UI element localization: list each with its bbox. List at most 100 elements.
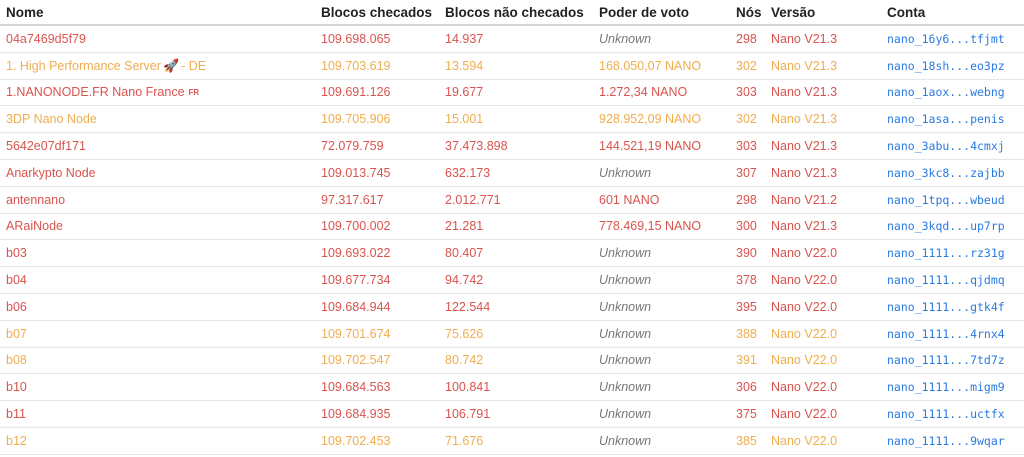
voting-power-cell: Unknown — [593, 266, 730, 294]
peers-cell: 306 — [730, 373, 765, 402]
blocks-unchecked-cell: 15.001 — [439, 105, 593, 134]
voting-power-cell: Unknown — [593, 347, 730, 375]
account-cell: nano_1aox...webng — [881, 79, 1024, 107]
node-name-cell: 04a7469d5f79 — [0, 25, 315, 53]
node-name: 3DP Nano Node — [6, 112, 97, 127]
version-cell: Nano V21.3 — [765, 159, 881, 187]
account-cell: nano_3kc8...zajbb — [881, 159, 1024, 187]
account-link[interactable]: nano_3abu...4cmxj — [887, 139, 1005, 154]
table-row: b07 109.701.674 75.626 Unknown 388 Nano V22.0… — [0, 320, 1024, 348]
column-header-version[interactable]: Versão — [765, 0, 881, 26]
peers-cell: 388 — [730, 320, 765, 348]
node-name-cell: Anarkypto Node — [0, 159, 315, 187]
node-name: b06 — [6, 299, 27, 314]
country-flag-icon: FR — [188, 88, 200, 98]
table-row: b10 109.684.563 100.841 Unknown 306 Nano V22.… — [0, 373, 1024, 402]
peers-cell: 378 — [730, 266, 765, 294]
table-row: 5642e07df171 72.079.759 37.473.898 144.521,… — [0, 132, 1024, 160]
node-name-cell: b03 — [0, 239, 315, 268]
blocks-unchecked-cell: 632.173 — [439, 159, 593, 187]
column-header-account[interactable]: Conta — [881, 0, 1024, 26]
account-link[interactable]: nano_3kqd...up7rp — [887, 219, 1005, 234]
node-name-cell: 3DP Nano Node — [0, 105, 315, 134]
node-name-cell: 5642e07df171 — [0, 132, 315, 160]
account-link[interactable]: nano_1aox...webng — [887, 85, 1005, 100]
account-link[interactable]: nano_3kc8...zajbb — [887, 165, 1005, 180]
node-name: b03 — [6, 246, 27, 261]
account-cell: nano_1111...4rnx4 — [881, 320, 1024, 348]
account-link[interactable]: nano_1111...uctfx — [887, 407, 1005, 422]
node-name-cell: b04 — [0, 266, 315, 294]
node-name-suffix: - DE — [181, 58, 207, 73]
node-name-cell: b06 — [0, 293, 315, 321]
blocks-unchecked-cell: 122.544 — [439, 293, 593, 321]
column-header-unchecked[interactable]: Blocos não checados — [439, 0, 593, 26]
peers-cell: 303 — [730, 132, 765, 160]
version-cell: Nano V22.0 — [765, 320, 881, 348]
table-row: b04 109.677.734 94.742 Unknown 378 Nano V22.0… — [0, 266, 1024, 294]
account-link[interactable]: nano_1tpq...wbeud — [887, 192, 1005, 207]
table-body: 04a7469d5f79 109.698.065 14.937 Unknown 298 N… — [0, 25, 1024, 455]
version-cell: Nano V22.0 — [765, 293, 881, 321]
column-header-checked[interactable]: Blocos checados — [315, 0, 439, 26]
node-name-cell: antennano — [0, 186, 315, 214]
blocks-checked-cell: 109.702.547 — [315, 347, 439, 375]
account-link[interactable]: nano_16y6...tfjmt — [887, 31, 1005, 46]
node-name-cell: 1. High Performance Server 🚀 - DE — [0, 52, 315, 80]
account-cell: nano_18sh...eo3pz — [881, 52, 1024, 80]
version-cell: Nano V21.3 — [765, 132, 881, 160]
peers-cell: 300 — [730, 213, 765, 241]
account-cell: nano_16y6...tfjmt — [881, 25, 1024, 53]
account-link[interactable]: nano_1111...7td7z — [887, 353, 1005, 368]
voting-power-cell: 144.521,19 NANO — [593, 132, 730, 160]
account-cell: nano_3kqd...up7rp — [881, 213, 1024, 241]
node-name-cell: b12 — [0, 427, 315, 455]
blocks-checked-cell: 97.317.617 — [315, 186, 439, 214]
column-header-peers[interactable]: Nós — [730, 0, 765, 26]
node-name-cell: b10 — [0, 373, 315, 402]
table-row: 1. High Performance Server 🚀 - DE 109.703.6… — [0, 52, 1024, 80]
account-link[interactable]: nano_1111...qjdmq — [887, 273, 1005, 288]
account-link[interactable]: nano_1111...rz31g — [887, 246, 1005, 261]
voting-power-cell: Unknown — [593, 293, 730, 321]
table-row: 04a7469d5f79 109.698.065 14.937 Unknown 298 N… — [0, 25, 1024, 53]
version-cell: Nano V22.0 — [765, 400, 881, 428]
table-header-row: Nome Blocos checados Blocos não checados… — [0, 0, 1024, 26]
blocks-unchecked-cell: 106.791 — [439, 400, 593, 428]
blocks-checked-cell: 109.703.619 — [315, 52, 439, 80]
account-cell: nano_1111...migm9 — [881, 373, 1024, 402]
column-header-power[interactable]: Poder de voto — [593, 0, 730, 26]
version-cell: Nano V21.3 — [765, 25, 881, 53]
voting-power-cell: 168.050,07 NANO — [593, 52, 730, 80]
version-cell: Nano V21.2 — [765, 186, 881, 214]
peers-cell: 302 — [730, 52, 765, 80]
node-name: 1.NANONODE.FR Nano France — [6, 85, 185, 100]
version-cell: Nano V22.0 — [765, 266, 881, 294]
peers-cell: 390 — [730, 239, 765, 268]
voting-power-cell: 601 NANO — [593, 186, 730, 214]
node-name: ARaiNode — [6, 219, 63, 234]
node-name: Anarkypto Node — [6, 165, 96, 180]
account-link[interactable]: nano_1asa...penis — [887, 112, 1005, 127]
account-cell: nano_1111...uctfx — [881, 400, 1024, 428]
table-row: Anarkypto Node 109.013.745 632.173 Unknown 3… — [0, 159, 1024, 187]
blocks-checked-cell: 109.691.126 — [315, 79, 439, 107]
blocks-unchecked-cell: 14.937 — [439, 25, 593, 53]
table-row: b03 109.693.022 80.407 Unknown 390 Nano V22.0… — [0, 239, 1024, 268]
blocks-checked-cell: 109.693.022 — [315, 239, 439, 268]
voting-power-cell: 1.272,34 NANO — [593, 79, 730, 107]
rocket-icon: 🚀 — [162, 57, 180, 73]
account-link[interactable]: nano_1111...gtk4f — [887, 299, 1005, 314]
column-header-name[interactable]: Nome — [0, 0, 315, 26]
peers-cell: 391 — [730, 347, 765, 375]
account-link[interactable]: nano_1111...migm9 — [887, 380, 1005, 395]
account-link[interactable]: nano_18sh...eo3pz — [887, 58, 1005, 73]
version-cell: Nano V22.0 — [765, 427, 881, 455]
blocks-checked-cell: 109.684.944 — [315, 293, 439, 321]
blocks-checked-cell: 109.705.906 — [315, 105, 439, 134]
node-name: 04a7469d5f79 — [6, 31, 86, 46]
peers-cell: 395 — [730, 293, 765, 321]
account-cell: nano_1111...gtk4f — [881, 293, 1024, 321]
account-link[interactable]: nano_1111...4rnx4 — [887, 326, 1005, 341]
account-link[interactable]: nano_1111...9wqar — [887, 433, 1005, 448]
